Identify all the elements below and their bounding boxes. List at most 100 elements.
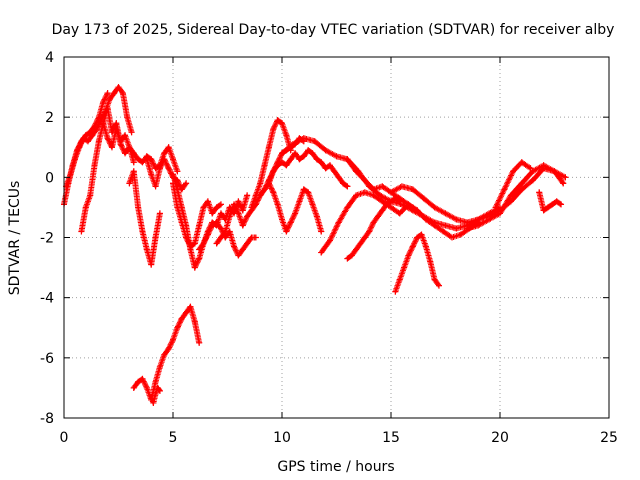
data-point	[143, 156, 150, 163]
data-point	[204, 231, 211, 238]
data-point	[348, 252, 355, 259]
data-point	[244, 240, 251, 247]
data-point	[457, 231, 464, 238]
data-point	[529, 177, 536, 184]
data-point	[274, 201, 281, 208]
data-point	[231, 243, 238, 250]
y-tick-label: -4	[40, 291, 54, 307]
data-point	[191, 318, 198, 325]
data-point	[106, 96, 113, 103]
data-point	[309, 201, 316, 208]
data-point	[300, 153, 307, 160]
data-point	[442, 210, 449, 217]
data-point	[191, 240, 198, 247]
data-point	[217, 201, 224, 208]
data-point	[313, 156, 320, 163]
data-point	[187, 243, 194, 250]
data-point	[261, 162, 268, 169]
data-point	[361, 234, 368, 241]
data-point	[379, 207, 386, 214]
data-point	[357, 240, 364, 247]
data-point	[183, 234, 190, 241]
series-arc-21	[492, 159, 534, 211]
data-point	[248, 204, 255, 211]
data-point	[414, 207, 421, 214]
data-point	[396, 210, 403, 217]
data-point	[305, 189, 312, 196]
data-point	[361, 177, 368, 184]
data-point	[135, 204, 142, 211]
data-point	[344, 255, 351, 262]
data-point	[544, 204, 551, 211]
data-point	[113, 120, 120, 127]
data-point	[135, 156, 142, 163]
data-point	[135, 378, 142, 385]
data-point	[222, 228, 229, 235]
data-point	[335, 219, 342, 226]
data-point	[370, 186, 377, 193]
y-tick-label: -2	[40, 231, 54, 247]
data-point	[143, 384, 150, 391]
data-point	[405, 252, 412, 259]
y-tick-label: -6	[40, 351, 54, 367]
data-point	[396, 195, 403, 202]
data-point	[279, 216, 285, 223]
data-point	[560, 180, 567, 187]
data-point	[309, 150, 316, 157]
data-point	[311, 138, 318, 145]
data-point	[113, 126, 120, 133]
data-point	[196, 255, 203, 262]
data-point	[209, 210, 216, 217]
data-point	[91, 162, 98, 169]
series-arc-12	[257, 147, 351, 199]
data-point	[126, 180, 133, 187]
data-point	[200, 240, 207, 247]
data-point	[283, 132, 290, 139]
data-point	[148, 171, 155, 178]
data-point	[527, 165, 534, 172]
y-tick-label: 2	[45, 110, 54, 126]
data-point	[270, 189, 277, 196]
data-point	[152, 378, 159, 385]
data-point	[265, 180, 272, 187]
series-arc-24	[148, 384, 163, 406]
data-point	[161, 150, 168, 157]
data-point	[300, 186, 307, 193]
y-tick-label: 0	[45, 170, 54, 186]
data-point	[379, 198, 386, 205]
data-point	[333, 153, 340, 160]
data-point	[396, 276, 403, 283]
data-point	[152, 390, 159, 397]
data-point	[130, 150, 137, 157]
data-point	[464, 219, 471, 226]
data-point	[156, 210, 163, 217]
data-point	[305, 147, 312, 154]
data-point	[200, 204, 207, 211]
data-point	[344, 156, 351, 163]
data-point	[244, 192, 251, 199]
data-point	[549, 201, 556, 208]
data-point	[374, 213, 381, 220]
data-point	[283, 228, 290, 235]
data-point	[540, 207, 547, 214]
marker-path	[392, 231, 442, 295]
data-point	[292, 150, 299, 157]
data-point	[518, 180, 525, 187]
data-point	[122, 132, 129, 139]
data-point	[540, 162, 547, 169]
data-point	[427, 258, 434, 265]
data-point	[244, 213, 251, 220]
data-point	[274, 117, 281, 124]
data-point	[213, 219, 220, 226]
data-point	[67, 171, 74, 178]
series-arc-16	[344, 195, 403, 262]
data-point	[170, 156, 176, 163]
data-point	[104, 135, 111, 142]
data-point	[104, 105, 111, 112]
data-point	[130, 168, 137, 175]
data-point	[398, 183, 405, 190]
data-point	[536, 189, 543, 196]
data-point	[558, 201, 565, 208]
data-point	[196, 246, 203, 253]
